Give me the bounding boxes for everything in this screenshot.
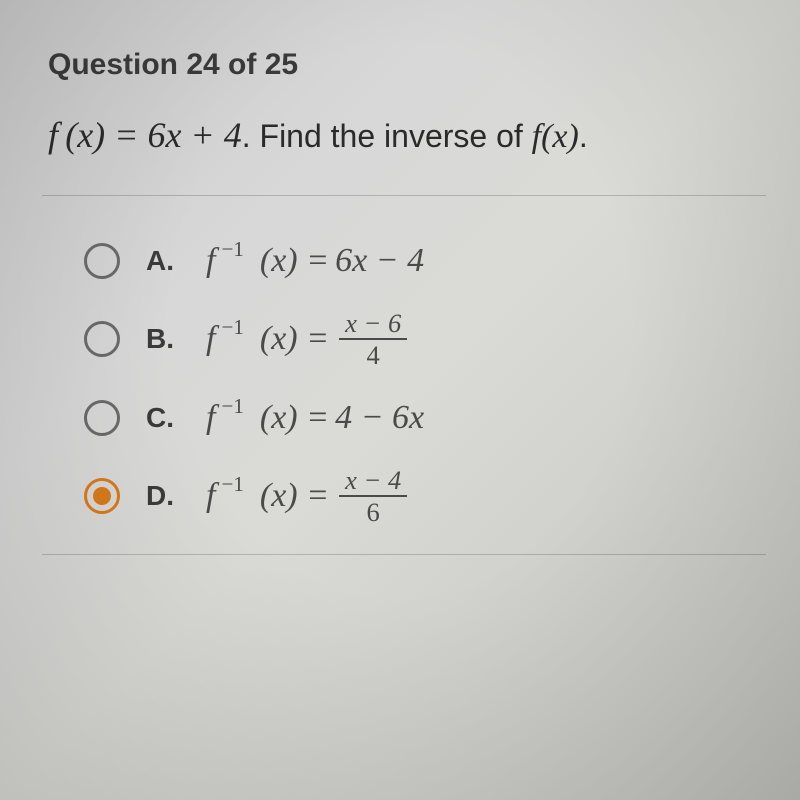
radio-d[interactable] [84, 478, 120, 514]
question-prompt: f (x) = 6x + 4. Find the inverse of f(x)… [48, 110, 760, 161]
prompt-equation: f (x) = 6x + 4 [48, 115, 242, 155]
prompt-text: . Find the inverse of [242, 118, 532, 154]
radio-c[interactable] [84, 400, 120, 436]
radio-a[interactable] [84, 243, 120, 279]
option-math: f−1(x) = x − 4 6 [206, 467, 411, 526]
radio-b[interactable] [84, 321, 120, 357]
fraction: x − 4 6 [339, 467, 407, 526]
option-letter: D. [146, 480, 180, 512]
fraction: x − 6 4 [339, 310, 407, 369]
question-container: Question 24 of 25 f (x) = 6x + 4. Find t… [0, 0, 800, 555]
prompt-end: . [579, 118, 588, 154]
prompt-fx: f(x) [532, 118, 579, 155]
option-c[interactable]: C. f−1(x) = 4 − 6x [84, 399, 760, 437]
option-d[interactable]: D. f−1(x) = x − 4 6 [84, 467, 760, 526]
option-math: f−1(x) = x − 6 4 [206, 310, 411, 369]
option-math: f−1(x) = 6x − 4 [206, 242, 424, 280]
divider-bottom [42, 554, 766, 555]
question-number: Question 24 of 25 [48, 48, 760, 82]
option-letter: A. [146, 245, 180, 277]
options-list: A. f−1(x) = 6x − 4 B. f−1(x) = x − 6 4 C… [48, 242, 760, 526]
option-a[interactable]: A. f−1(x) = 6x − 4 [84, 242, 760, 280]
divider-top [42, 195, 766, 196]
option-b[interactable]: B. f−1(x) = x − 6 4 [84, 310, 760, 369]
option-math: f−1(x) = 4 − 6x [206, 399, 424, 437]
option-letter: B. [146, 323, 180, 355]
option-letter: C. [146, 402, 180, 434]
